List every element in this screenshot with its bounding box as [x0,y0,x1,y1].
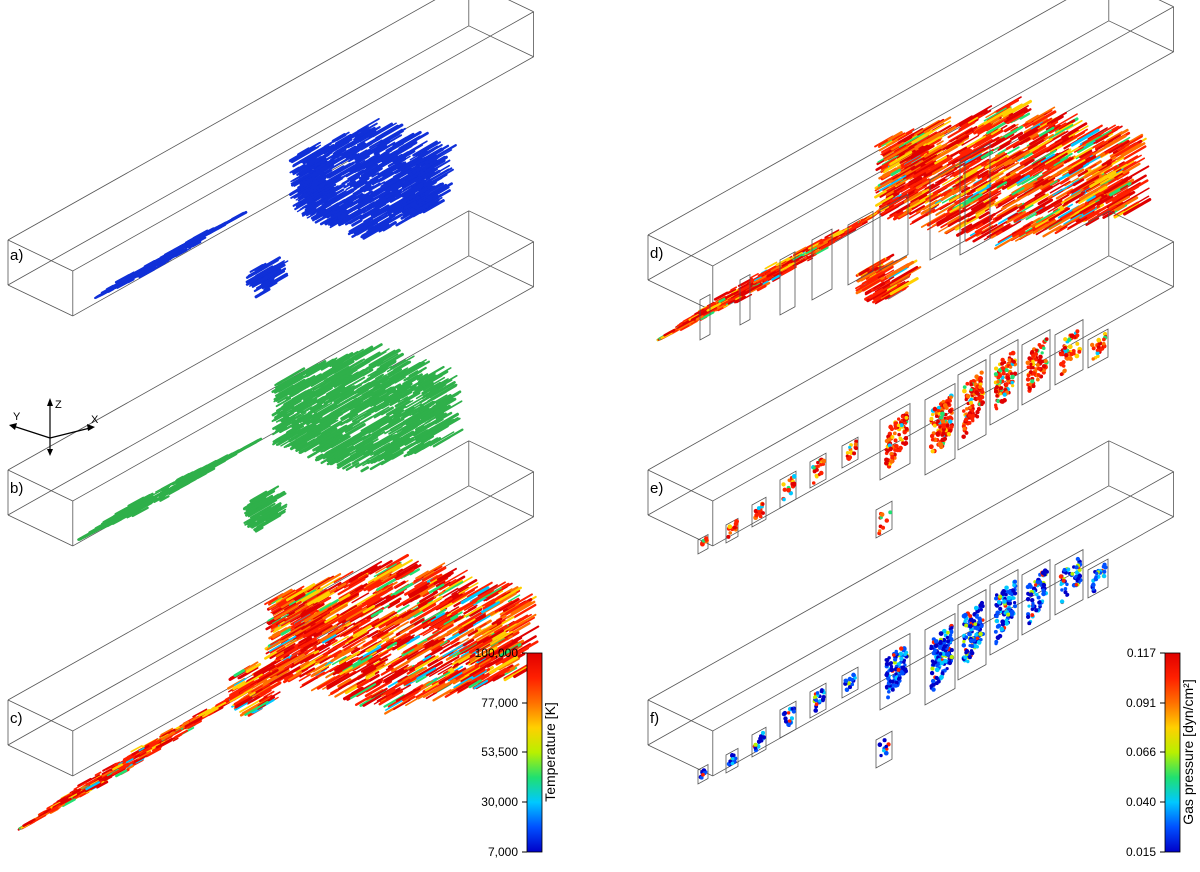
slice-plane [779,700,797,739]
pressure-tick-4: 0.015 [1126,845,1156,859]
main-blob-d [874,96,1152,250]
pressure-tick-1: 0.091 [1126,696,1156,710]
slice-plane [957,358,987,451]
slice-plane [725,517,739,544]
slice-plane [1087,328,1109,369]
panel-d [647,0,1174,342]
slice-plane [957,588,987,681]
slice-plane [1021,328,1051,406]
slice-plane [989,338,1019,426]
pressure-colorbar: 0.117 0.091 0.066 0.040 0.015 Gas pressu… [1126,646,1196,859]
slice-plane [697,533,709,555]
small-blob-c [224,659,290,717]
slice-plane [1087,558,1109,599]
temperature-tick-1: 77,000 [481,696,518,710]
filament-b [77,437,263,541]
panel-a [7,0,534,317]
temperature-colorbar-title: Temperature [K] [542,702,558,802]
pressure-tick-3: 0.040 [1126,795,1156,809]
panel-b [7,210,534,547]
small-blob-d [855,253,922,305]
panel-label-f: f) [650,710,659,727]
slice-plane [811,228,833,301]
slice-plane [751,726,767,758]
slice-plane [841,436,859,469]
slice-plane [1021,558,1051,636]
slice-plane [1054,318,1084,386]
slice-plane [924,612,956,706]
small-blob-a [245,256,289,299]
pressure-colorbar-title: Gas pressure [dyn/cm²] [1180,679,1196,825]
panel-label-a: a) [10,247,23,264]
pressure-tick-0: 0.117 [1127,646,1156,660]
slice-plane [699,293,711,341]
bounding-box [647,210,1174,547]
slice-plane [739,273,751,326]
slice-plane [879,193,909,271]
slice-plane [989,568,1019,656]
slice-plane [959,142,991,256]
slice-plane [875,730,893,769]
slice-plane [841,666,859,699]
axis-triad: Z Y X [9,398,99,456]
slice-plane [779,470,797,509]
temperature-tick-4: 7,000 [488,845,518,859]
panel-f [647,440,1174,785]
slice-plane [924,382,956,476]
slice-plane [1054,548,1084,616]
panel-label-e: e) [650,480,663,497]
pressure-tick-2: 0.066 [1126,745,1156,759]
filament-c [17,672,274,831]
panel-c [7,440,542,831]
panel-label-c: c) [10,710,23,727]
axis-label-y: Y [13,411,21,423]
small-blob-b [242,485,288,533]
axis-label-x: X [91,414,99,426]
filament-a [94,210,248,300]
slice-plane [879,632,911,711]
panel-label-d: d) [650,245,663,262]
panel-e [647,210,1174,555]
slice-plane [879,402,911,481]
slice-plane [809,452,827,489]
slice-plane [809,682,827,719]
temperature-colorbar: 100,000 77,000 53,500 30,000 7,000 Tempe… [475,646,558,859]
axis-label-z: Z [55,399,62,411]
slice-plane [929,160,966,261]
panel-label-b: b) [10,480,23,497]
temperature-tick-0: 100,000 [475,646,519,660]
main-blob-a [288,117,457,240]
bounding-box [647,440,1174,777]
slice-plane [875,500,893,539]
main-blob-b [271,343,464,473]
main-blob-c [264,553,542,715]
slice-plane [725,747,739,774]
temperature-tick-2: 53,500 [481,745,518,759]
temperature-tick-3: 30,000 [481,795,518,809]
slice-plane [697,763,709,785]
slice-plane [847,210,874,286]
slice-plane [751,496,767,528]
slice-plane [779,251,796,316]
